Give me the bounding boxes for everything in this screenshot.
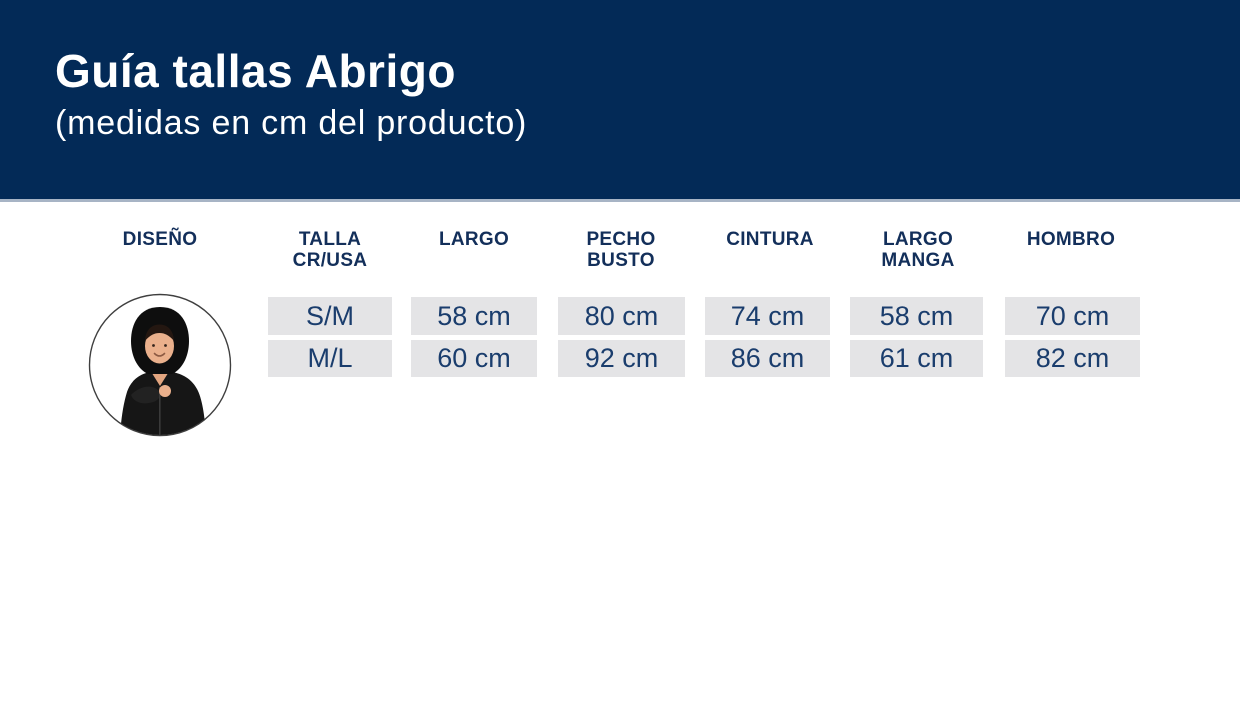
table-cell: 80 cm	[558, 297, 685, 335]
column-header-line: LARGO	[882, 229, 954, 250]
table-cell: 74 cm	[705, 297, 830, 335]
column-header-line: CINTURA	[726, 229, 814, 250]
banner-divider	[0, 199, 1240, 202]
banner: Guía tallas Abrigo (medidas en cm del pr…	[0, 0, 1240, 199]
column-header-line: TALLA	[298, 229, 362, 250]
table-cell-size: S/M	[268, 297, 392, 335]
table-cell: 58 cm	[411, 297, 537, 335]
column-header-line: HOMBRO	[1026, 229, 1116, 250]
table-cell: 58 cm	[850, 297, 983, 335]
page-title: Guía tallas Abrigo	[55, 45, 456, 97]
column-header-line: LARGO	[438, 229, 510, 250]
column-header-line: MANGA	[881, 250, 955, 271]
table-cell: 86 cm	[705, 340, 830, 377]
table-cell: 82 cm	[1005, 340, 1140, 377]
column-header-talla: TALLA CR/USA	[255, 229, 405, 271]
table-cell-size: M/L	[268, 340, 392, 377]
column-header-line: PECHO	[586, 229, 656, 250]
column-header-line: DISEÑO	[122, 229, 198, 250]
woman-hooded-jacket-icon	[88, 293, 232, 437]
table-cell: 61 cm	[850, 340, 983, 377]
column-header-line: BUSTO	[587, 250, 655, 271]
design-photo	[88, 293, 232, 437]
page-subtitle: (medidas en cm del producto)	[55, 104, 528, 142]
table-cell: 92 cm	[558, 340, 685, 377]
column-header-cintura: CINTURA	[695, 229, 845, 250]
column-header-hombro: HOMBRO	[996, 229, 1146, 250]
column-header-diseno: DISEÑO	[85, 229, 235, 250]
column-header-line: CR/USA	[292, 250, 368, 271]
column-header-largo: LARGO	[399, 229, 549, 250]
table-cell: 70 cm	[1005, 297, 1140, 335]
table-cell: 60 cm	[411, 340, 537, 377]
column-header-largo-manga: LARGO MANGA	[843, 229, 993, 271]
column-header-pecho-busto: PECHO BUSTO	[546, 229, 696, 271]
